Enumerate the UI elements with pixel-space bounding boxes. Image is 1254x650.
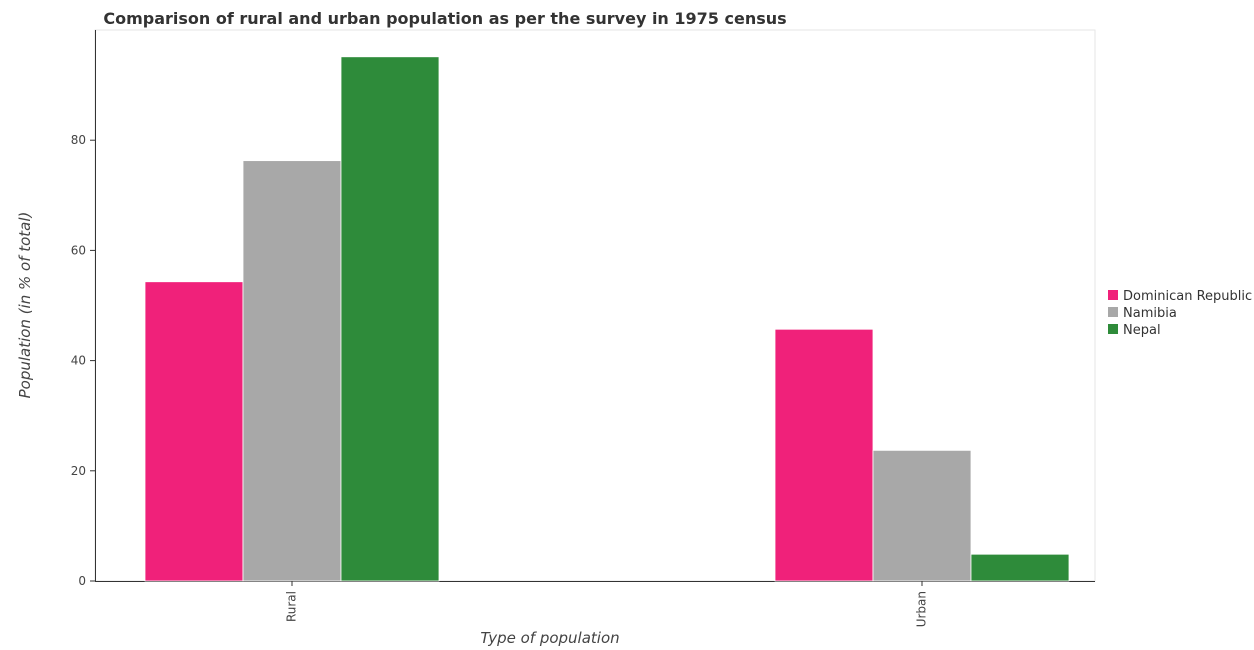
legend-swatch-nepal — [1108, 324, 1118, 334]
bar-rural-namibia — [242, 160, 342, 582]
y-tick-label: 80 — [71, 133, 86, 147]
y-tick-label: 20 — [71, 464, 86, 478]
y-tick-label: 0 — [78, 574, 86, 588]
y-axis-label: Population (in % of total) — [16, 212, 34, 399]
legend: Dominican Republic Namibia Nepal — [1108, 289, 1252, 338]
x-tick-label-urban: Urban — [915, 591, 929, 627]
chart-title: Comparison of rural and urban population… — [103, 9, 786, 28]
y-tick-label: 60 — [71, 243, 86, 257]
legend-label-namibia: Namibia — [1123, 306, 1177, 321]
bar-urban-dominican-republic — [774, 328, 874, 582]
bar-urban-namibia — [872, 449, 972, 582]
bar-rural-nepal — [340, 56, 440, 582]
legend-label-dominican-republic: Dominican Republic — [1123, 289, 1252, 304]
bar-rural-dominican-republic — [144, 281, 244, 582]
x-axis-label: Type of population — [480, 629, 619, 647]
bars-group — [144, 56, 1070, 582]
y-ticks-group: 0 20 40 60 80 — [71, 133, 95, 588]
x-ticks-group: Rural Urban — [285, 581, 929, 627]
bar-urban-nepal — [970, 553, 1070, 582]
legend-swatch-namibia — [1108, 307, 1118, 317]
legend-swatch-dominican-republic — [1108, 290, 1118, 300]
legend-label-nepal: Nepal — [1123, 323, 1161, 338]
x-tick-label-rural: Rural — [285, 591, 299, 622]
y-tick-label: 40 — [71, 354, 86, 368]
